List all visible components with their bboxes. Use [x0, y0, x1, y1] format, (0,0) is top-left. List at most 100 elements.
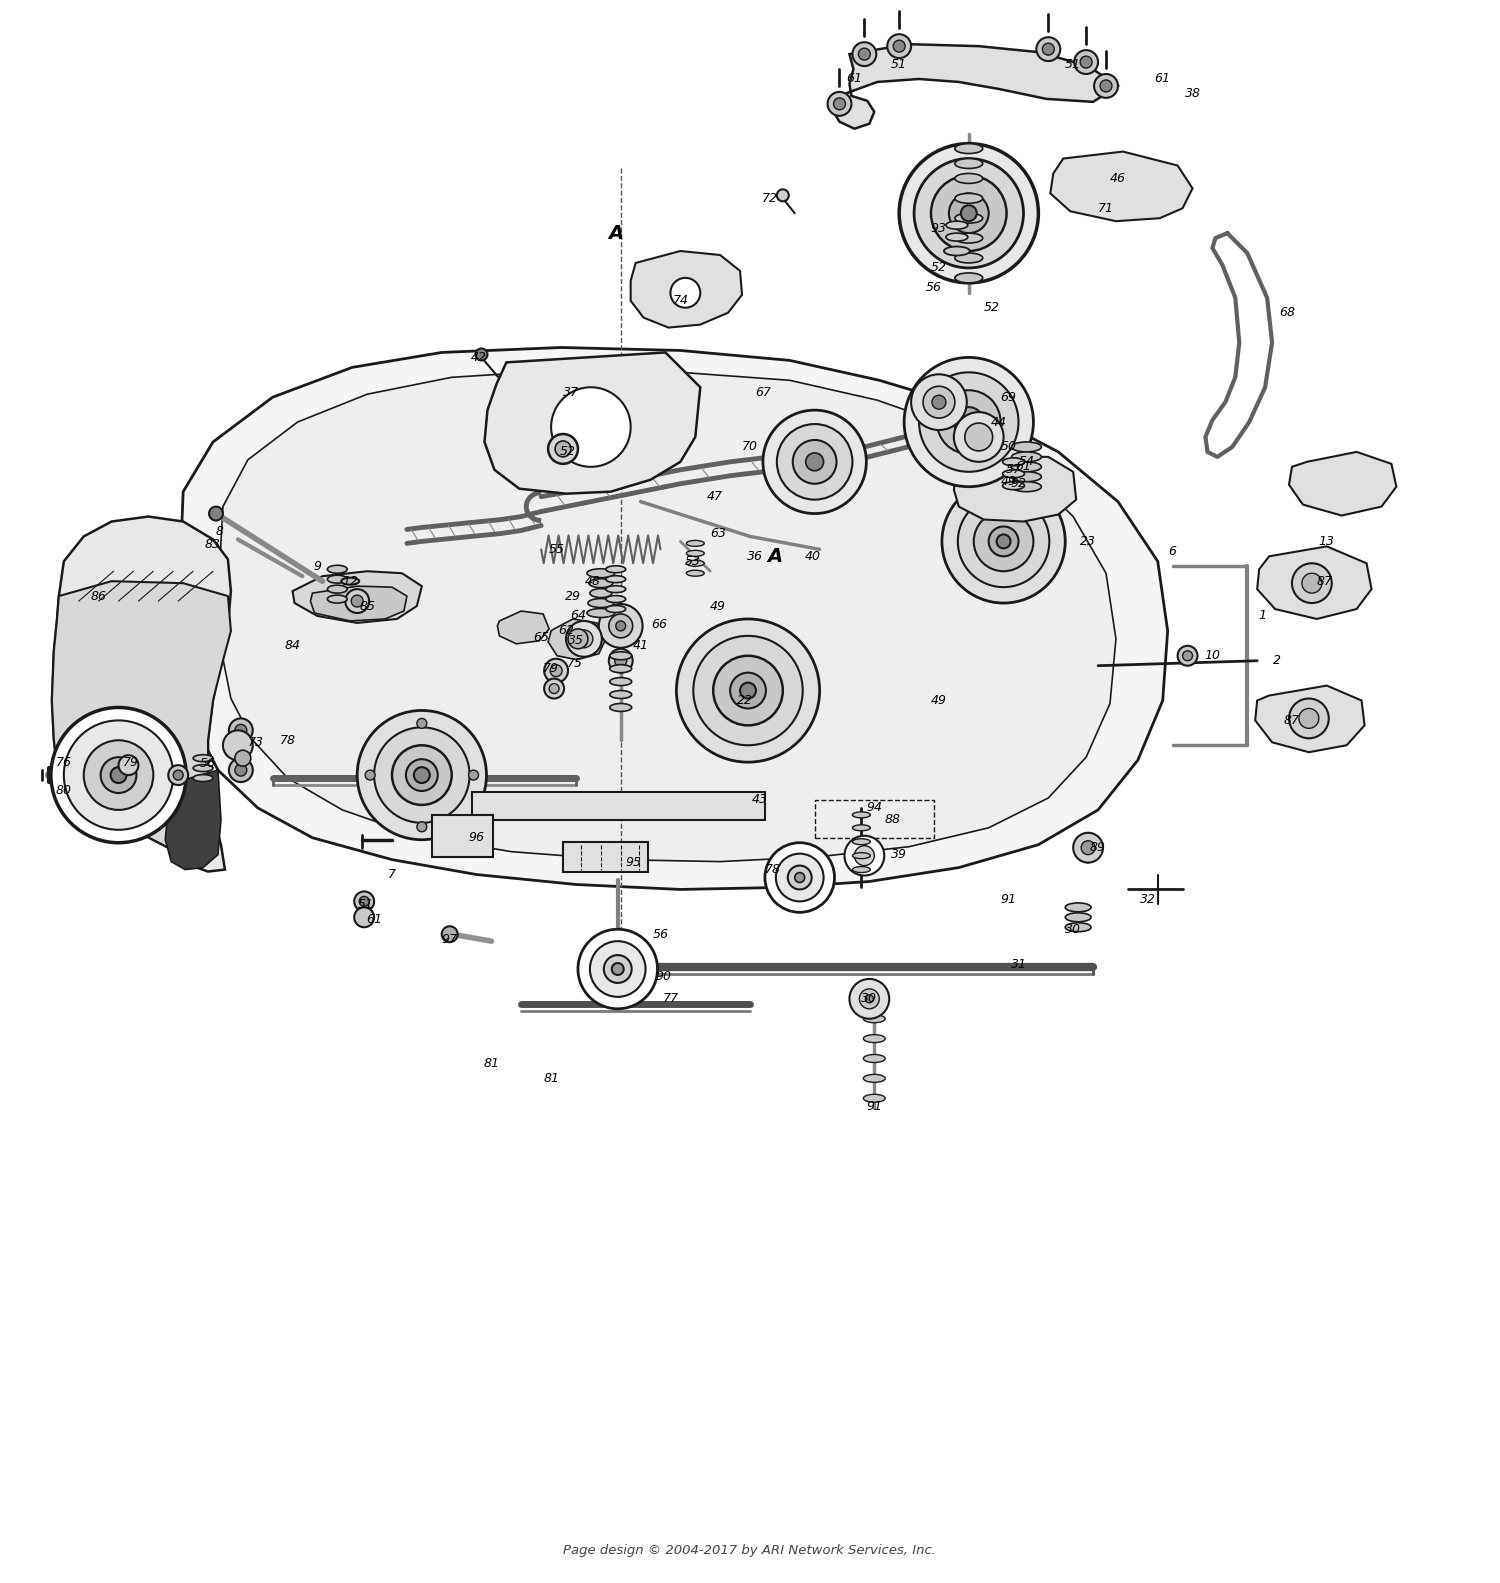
Circle shape: [406, 760, 438, 792]
Text: 73: 73: [248, 736, 264, 749]
Circle shape: [849, 978, 889, 1019]
Circle shape: [932, 176, 1007, 252]
Circle shape: [963, 416, 975, 427]
Circle shape: [574, 630, 592, 647]
Ellipse shape: [1002, 481, 1025, 489]
Circle shape: [962, 206, 976, 222]
Polygon shape: [954, 457, 1076, 521]
Text: 95: 95: [626, 856, 642, 869]
Circle shape: [550, 388, 630, 467]
Circle shape: [730, 673, 766, 709]
Text: 62: 62: [558, 624, 574, 638]
Circle shape: [676, 619, 819, 761]
Circle shape: [345, 589, 369, 613]
Circle shape: [914, 158, 1023, 268]
Circle shape: [544, 659, 568, 682]
Circle shape: [351, 595, 363, 606]
Circle shape: [898, 144, 1038, 283]
Circle shape: [1072, 833, 1102, 863]
Text: 57: 57: [1005, 464, 1022, 476]
Circle shape: [788, 866, 812, 890]
Polygon shape: [548, 619, 606, 660]
Text: 9: 9: [314, 560, 321, 573]
Text: 78: 78: [765, 863, 782, 875]
Polygon shape: [498, 611, 549, 644]
Ellipse shape: [610, 690, 632, 698]
Text: 84: 84: [285, 640, 300, 652]
Circle shape: [566, 621, 602, 657]
Ellipse shape: [586, 608, 615, 617]
Circle shape: [806, 453, 824, 470]
Circle shape: [858, 47, 870, 60]
Text: 52: 52: [560, 445, 576, 459]
Ellipse shape: [1011, 462, 1041, 472]
Text: 81: 81: [543, 1072, 560, 1084]
Text: 61: 61: [846, 73, 862, 85]
Text: 64: 64: [570, 609, 586, 622]
Text: 65: 65: [532, 632, 549, 644]
Ellipse shape: [342, 578, 358, 584]
Bar: [432, 815, 494, 856]
Circle shape: [354, 891, 374, 912]
Text: 38: 38: [1185, 87, 1200, 100]
Text: 67: 67: [754, 386, 771, 399]
Text: 77: 77: [663, 993, 678, 1005]
Polygon shape: [1050, 152, 1192, 222]
Circle shape: [1299, 709, 1318, 728]
Ellipse shape: [1065, 923, 1090, 932]
Ellipse shape: [610, 665, 632, 673]
Circle shape: [1074, 51, 1098, 74]
Ellipse shape: [194, 755, 213, 761]
Circle shape: [476, 348, 488, 361]
Text: 2: 2: [1274, 654, 1281, 666]
Text: 1: 1: [1258, 609, 1266, 622]
Polygon shape: [630, 252, 742, 328]
Text: 7: 7: [388, 867, 396, 882]
Ellipse shape: [687, 551, 705, 556]
Polygon shape: [165, 769, 220, 869]
Text: 51: 51: [891, 57, 908, 71]
Polygon shape: [310, 586, 407, 621]
Text: 13: 13: [1318, 535, 1335, 548]
Text: 35: 35: [568, 635, 584, 647]
Text: 54: 54: [1019, 456, 1035, 469]
Circle shape: [578, 929, 657, 1008]
Text: 75: 75: [567, 657, 584, 670]
Circle shape: [468, 769, 478, 780]
Circle shape: [358, 896, 369, 907]
Polygon shape: [1288, 451, 1396, 516]
Circle shape: [598, 605, 642, 647]
Text: 50: 50: [1000, 440, 1017, 453]
Text: 56: 56: [926, 282, 942, 294]
Text: 48: 48: [585, 575, 602, 587]
Polygon shape: [53, 581, 231, 847]
Polygon shape: [292, 571, 422, 624]
Text: 51: 51: [1065, 57, 1082, 71]
Circle shape: [168, 765, 188, 785]
Text: 43: 43: [752, 793, 768, 806]
Ellipse shape: [606, 606, 625, 613]
Text: 49: 49: [1000, 475, 1017, 488]
Ellipse shape: [1011, 451, 1041, 462]
Ellipse shape: [610, 703, 632, 711]
Circle shape: [777, 190, 789, 201]
Polygon shape: [1257, 546, 1371, 619]
Ellipse shape: [852, 839, 870, 845]
Text: 42: 42: [471, 351, 486, 364]
Circle shape: [859, 989, 879, 1008]
Circle shape: [414, 768, 430, 784]
Circle shape: [354, 907, 374, 928]
Ellipse shape: [586, 568, 615, 578]
Circle shape: [615, 655, 627, 666]
Circle shape: [609, 649, 633, 673]
Ellipse shape: [1002, 470, 1025, 478]
Ellipse shape: [956, 233, 982, 244]
Polygon shape: [182, 348, 1167, 890]
Circle shape: [974, 511, 1034, 571]
Circle shape: [828, 92, 852, 116]
Text: 78: 78: [279, 735, 296, 747]
Circle shape: [764, 410, 867, 513]
Circle shape: [549, 684, 560, 693]
Ellipse shape: [1065, 902, 1090, 912]
Text: 89: 89: [1090, 841, 1106, 855]
